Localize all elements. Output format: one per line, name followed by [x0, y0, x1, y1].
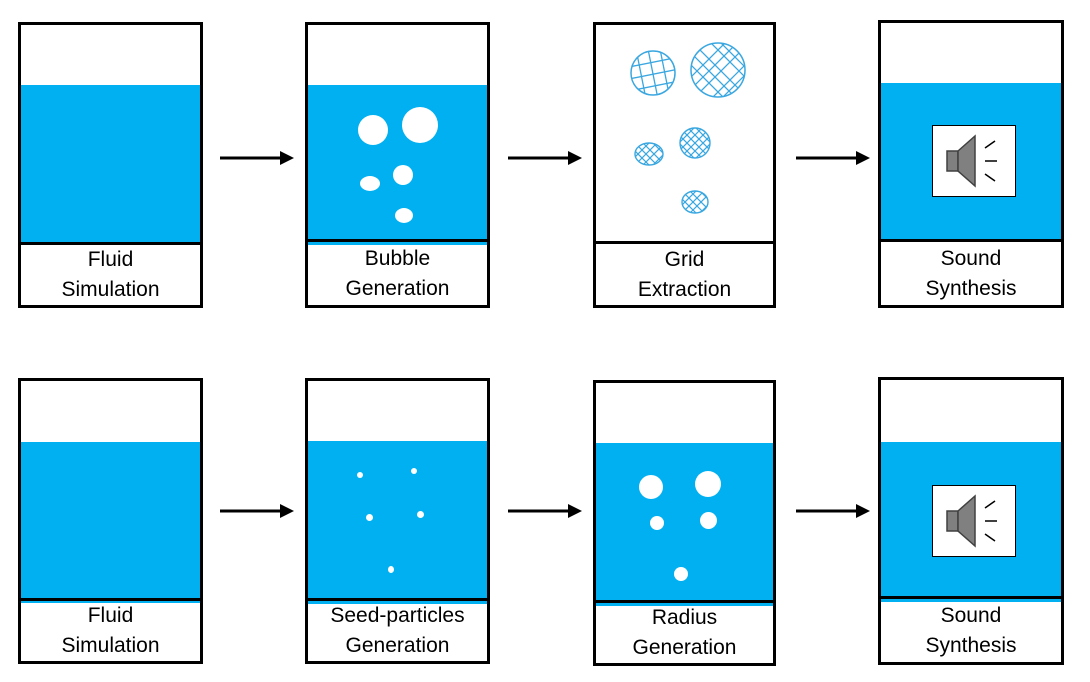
grid-bubble: [681, 190, 709, 214]
stage-label-line1: Fluid: [87, 604, 134, 627]
bubble: [393, 165, 413, 185]
water-body: [21, 442, 200, 603]
right-arrow-icon: [796, 504, 870, 518]
seed-particle: [388, 566, 394, 573]
bubble: [650, 516, 664, 530]
stage-label-line1: Grid: [664, 247, 705, 271]
grid-bubble: [679, 127, 711, 159]
right-arrow-icon: [508, 504, 582, 518]
stage-seed-particles-generation: Seed-particles Generation: [305, 378, 490, 664]
stage-label: Fluid Simulation: [21, 598, 200, 661]
right-arrow-icon: [796, 151, 870, 165]
right-arrow-icon: [508, 151, 582, 165]
grid-bubble: [630, 50, 676, 96]
stage-label: Seed-particles Generation: [308, 598, 487, 661]
stage-label-line1: Fluid: [87, 248, 134, 271]
stage-label-line2: Generation: [632, 636, 737, 659]
stage-fluid-simulation-row1: Fluid Simulation: [18, 22, 203, 308]
seed-particle: [417, 511, 424, 518]
bubble: [402, 107, 438, 143]
seed-particle: [411, 468, 417, 474]
stage-grid-extraction: Grid Extraction: [593, 22, 776, 308]
stage-label-line1: Bubble: [364, 246, 431, 270]
bubble: [360, 176, 380, 191]
stage-label: Grid Extraction: [596, 241, 773, 305]
bubble: [674, 567, 688, 581]
stage-label-line2: Synthesis: [925, 633, 1017, 657]
speaker-icon: [932, 485, 1016, 557]
bubble: [358, 115, 388, 145]
bubble: [395, 208, 413, 223]
stage-label-line1: Sound: [940, 603, 1002, 627]
stage-label: Bubble Generation: [308, 239, 487, 305]
stage-label-line2: Simulation: [61, 634, 160, 657]
speaker-icon: [932, 125, 1016, 197]
bubble: [695, 471, 721, 497]
stage-label-line1: Radius: [651, 606, 718, 629]
stage-label-line2: Synthesis: [925, 276, 1017, 300]
water-body: [21, 85, 200, 245]
stage-label: Sound Synthesis: [881, 239, 1061, 305]
stage-label-line2: Extraction: [637, 277, 732, 301]
seed-particle: [366, 514, 373, 521]
seed-particle: [357, 472, 363, 478]
stage-sound-synthesis-row2: Sound Synthesis: [878, 377, 1064, 665]
stage-radius-generation: Radius Generation: [593, 380, 776, 666]
stage-label-line1: Sound: [940, 246, 1002, 270]
water-body: [596, 443, 773, 606]
bubble: [700, 512, 717, 529]
bubble: [639, 475, 663, 499]
right-arrow-icon: [220, 151, 294, 165]
grid-bubble: [690, 42, 746, 98]
grid-bubble: [634, 142, 664, 166]
stage-label: Sound Synthesis: [881, 596, 1061, 662]
water-body: [308, 441, 487, 604]
stage-fluid-simulation-row2: Fluid Simulation: [18, 378, 203, 664]
stage-label: Radius Generation: [596, 600, 773, 663]
stage-label-line2: Generation: [345, 634, 450, 657]
stage-bubble-generation: Bubble Generation: [305, 22, 490, 308]
right-arrow-icon: [220, 504, 294, 518]
stage-label-line1: Seed-particles: [330, 604, 465, 627]
stage-label: Fluid Simulation: [21, 242, 200, 305]
stage-sound-synthesis-row1: Sound Synthesis: [878, 20, 1064, 308]
stage-label-line2: Simulation: [61, 278, 160, 301]
stage-label-line2: Generation: [345, 276, 450, 300]
